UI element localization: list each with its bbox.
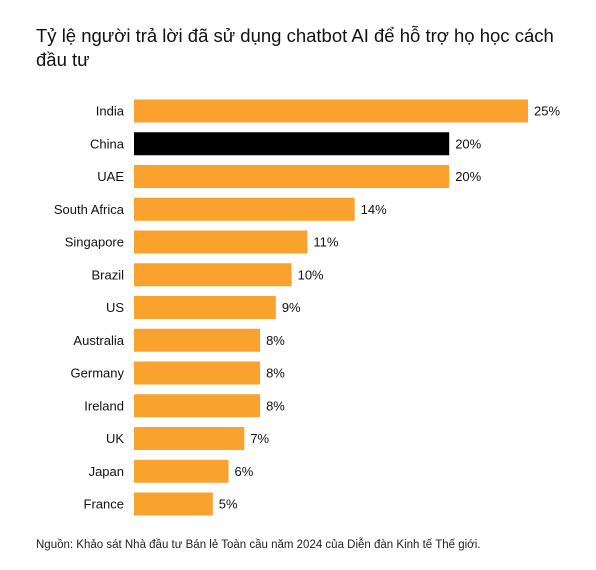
source-note: Nguồn: Khảo sát Nhà đầu tư Bán lẻ Toàn c… bbox=[36, 539, 481, 551]
value-label-ireland: 8% bbox=[266, 398, 285, 413]
bar-south-africa bbox=[134, 197, 355, 221]
category-label-ireland: Ireland bbox=[84, 398, 124, 413]
value-label-japan: 6% bbox=[235, 464, 254, 479]
category-label-india: India bbox=[96, 104, 125, 119]
category-label-uae: UAE bbox=[97, 169, 124, 184]
value-label-france: 5% bbox=[219, 497, 238, 512]
bar-uk bbox=[134, 427, 245, 450]
bar-ireland bbox=[134, 394, 261, 418]
value-label-singapore: 11% bbox=[313, 235, 338, 250]
value-label-germany: 8% bbox=[266, 366, 285, 381]
value-label-uae: 20% bbox=[455, 169, 481, 184]
value-label-india: 25% bbox=[534, 104, 560, 119]
category-label-france: France bbox=[84, 497, 124, 512]
category-label-uk: UK bbox=[106, 431, 124, 446]
category-label-japan: Japan bbox=[89, 464, 124, 479]
bar-singapore bbox=[134, 230, 308, 254]
category-label-south-africa: South Africa bbox=[54, 202, 125, 217]
bar-brazil bbox=[134, 263, 292, 287]
value-label-brazil: 10% bbox=[298, 267, 324, 282]
value-label-us: 9% bbox=[282, 300, 301, 315]
value-label-uk: 7% bbox=[250, 431, 269, 446]
bar-china bbox=[134, 132, 450, 156]
bar-japan bbox=[134, 459, 229, 483]
bar-uae bbox=[134, 165, 450, 188]
category-label-china: China bbox=[90, 136, 125, 151]
value-label-south-africa: 14% bbox=[361, 202, 387, 217]
value-label-australia: 8% bbox=[266, 333, 285, 348]
chart-title: Tỷ lệ người trả lời đã sử dụng chatbot A… bbox=[36, 25, 554, 70]
category-label-brazil: Brazil bbox=[91, 267, 124, 282]
value-label-china: 20% bbox=[455, 136, 481, 151]
bar-india bbox=[134, 99, 528, 123]
category-label-singapore: Singapore bbox=[65, 235, 124, 250]
bar-australia bbox=[134, 328, 261, 352]
bar-us bbox=[134, 296, 276, 319]
bar-chart: India 25% China 20% UAE 20% South Africa 14% Sin… bbox=[54, 99, 560, 516]
category-label-australia: Australia bbox=[73, 333, 124, 348]
bar-germany bbox=[134, 361, 261, 385]
category-label-germany: Germany bbox=[71, 366, 125, 381]
category-label-us: US bbox=[106, 300, 124, 315]
bar-france bbox=[134, 492, 213, 516]
